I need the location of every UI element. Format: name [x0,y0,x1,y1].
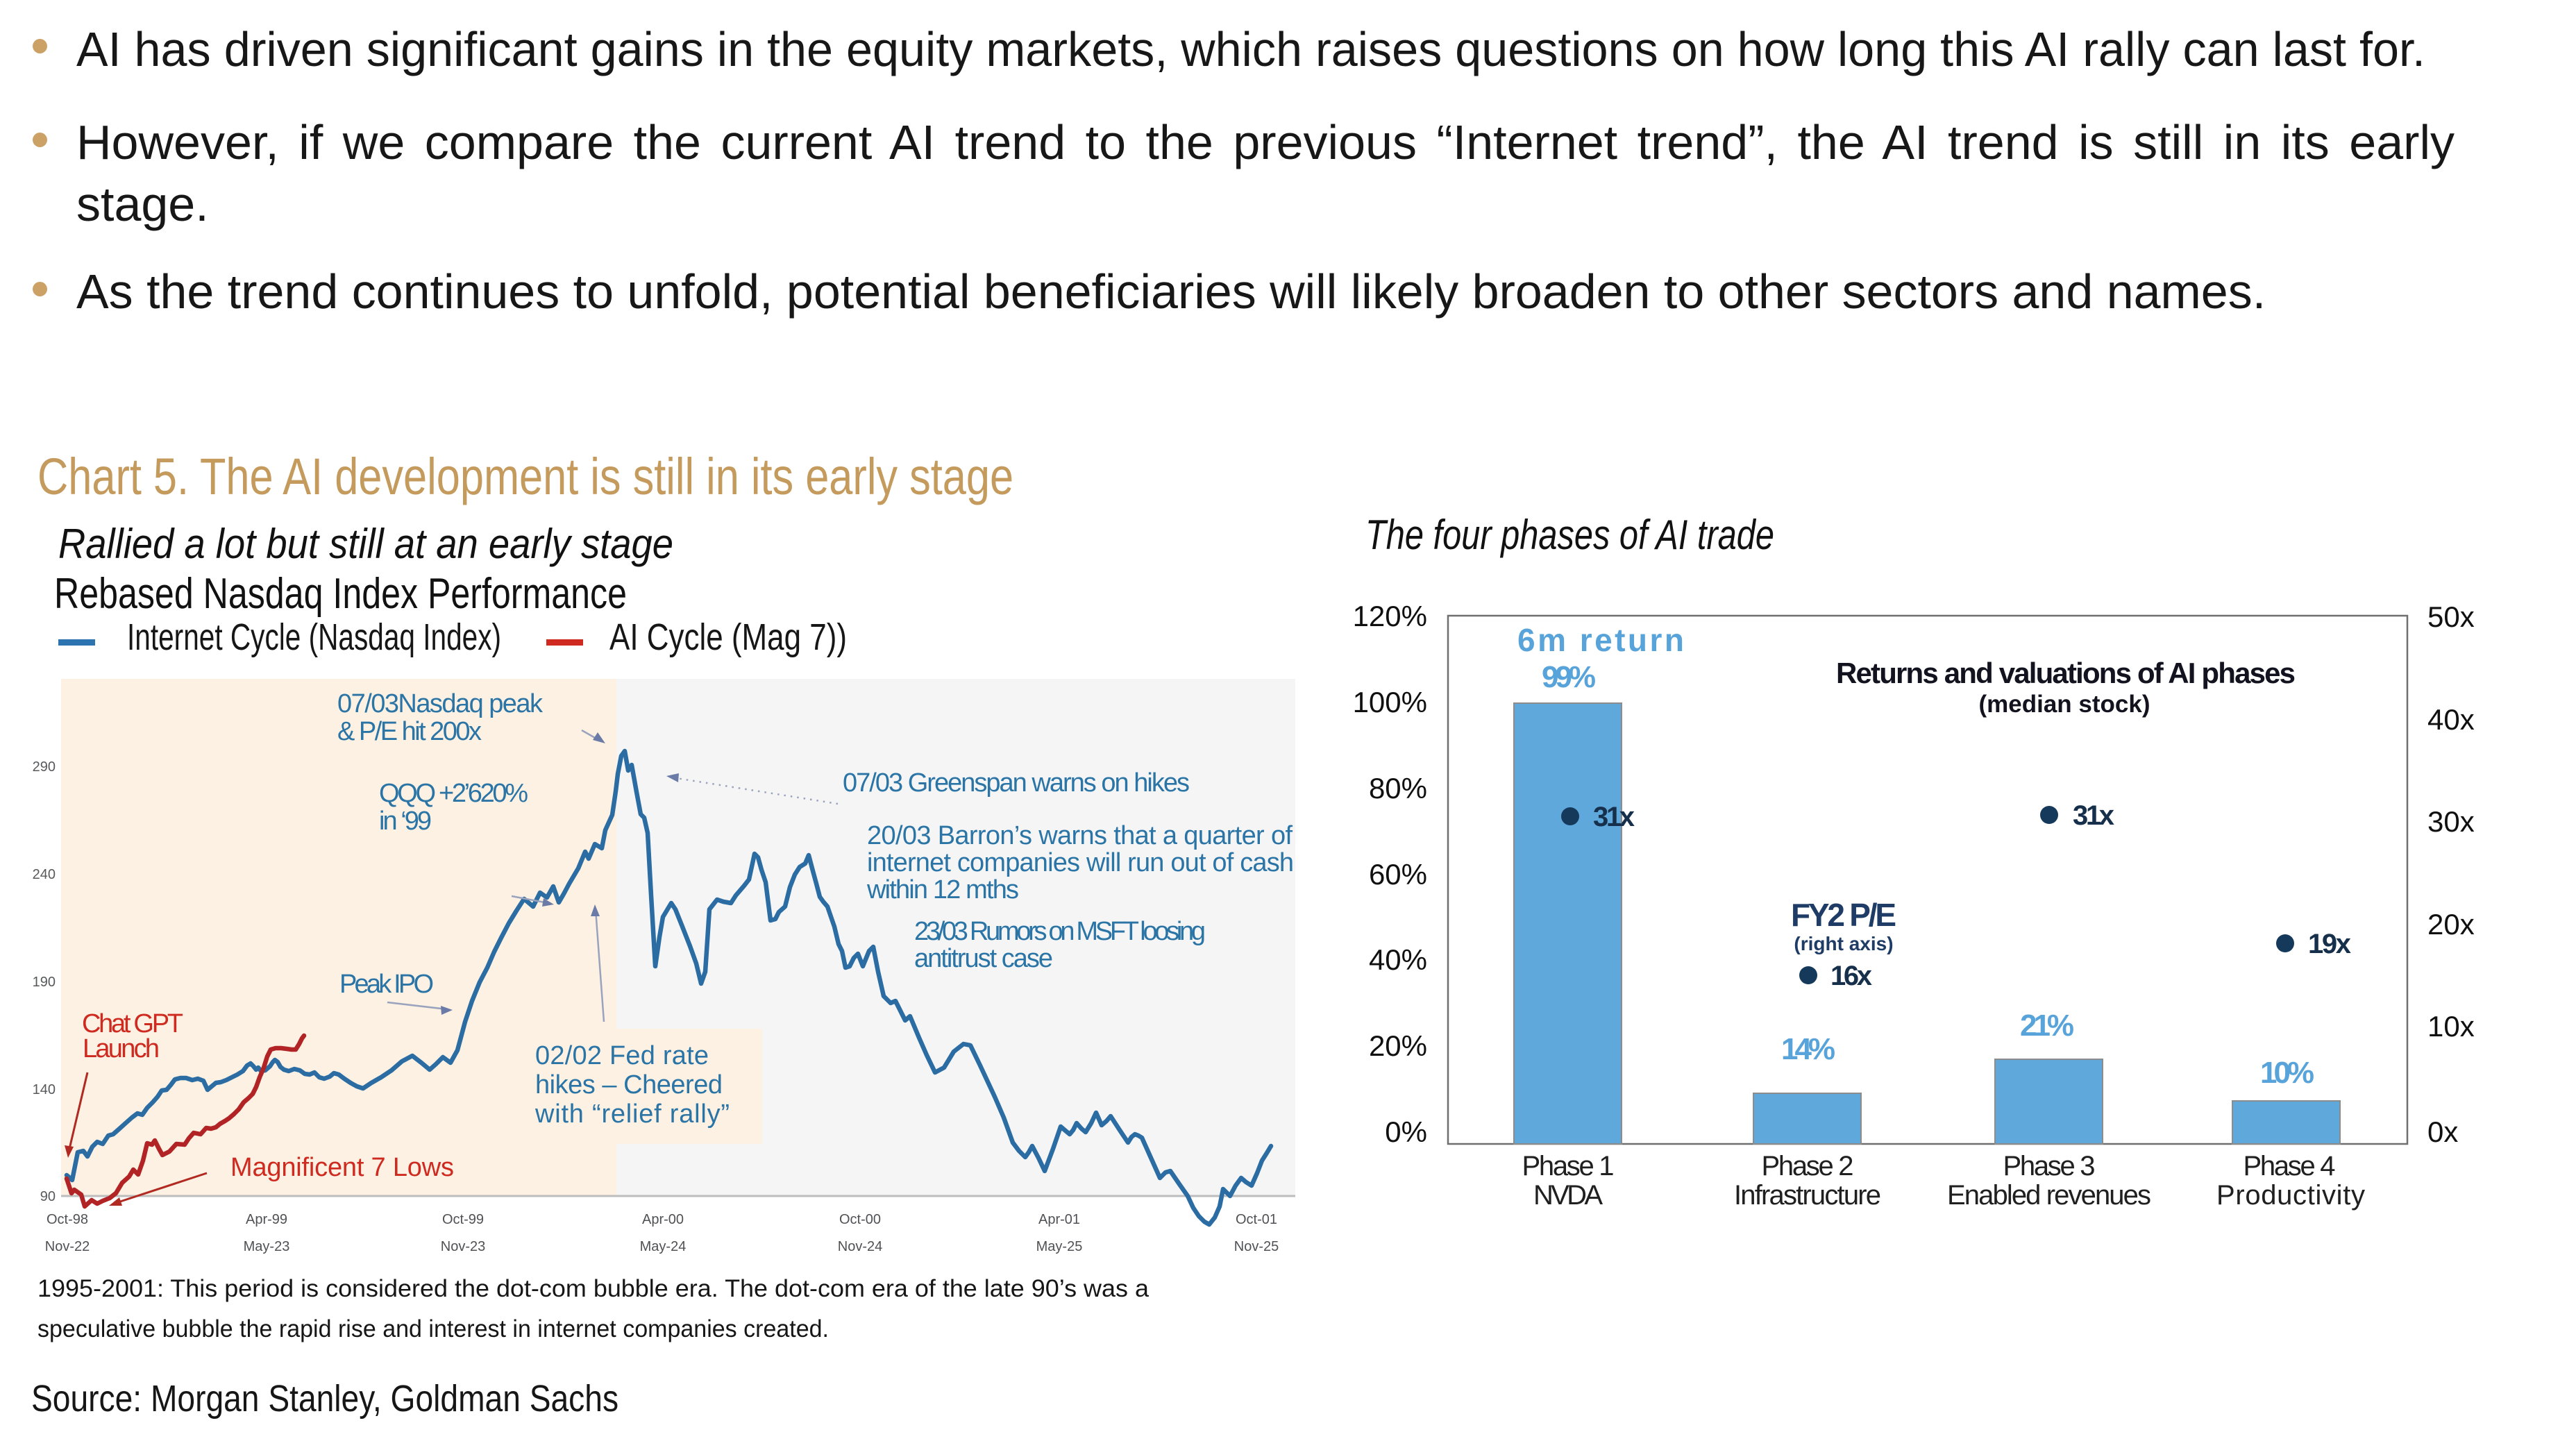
svg-text:Apr-01: Apr-01 [1038,1212,1080,1227]
svg-text:50x: 50x [2427,600,2475,633]
svg-text:80%: 80% [1369,772,1427,805]
svg-text:Apr-00: Apr-00 [642,1212,684,1227]
svg-text:Nov-23: Nov-23 [441,1239,485,1254]
svg-text:120%: 120% [1353,600,1427,632]
svg-text:10%: 10% [2260,1056,2314,1090]
svg-text:240: 240 [33,867,56,882]
svg-text:30x: 30x [2427,805,2475,838]
svg-text:antitrust case: antitrust case [914,944,1053,973]
svg-text:0x: 0x [2427,1115,2458,1148]
svg-text:07/03 Greenspan warns on hikes: 07/03 Greenspan warns on hikes [843,768,1190,798]
svg-text:10x: 10x [2427,1010,2475,1043]
svg-text:Apr-99: Apr-99 [246,1212,287,1227]
svg-text:May-25: May-25 [1036,1239,1083,1254]
svg-text:with “relief rally”: with “relief rally” [534,1100,730,1129]
svg-text:190: 190 [33,975,56,990]
svg-text:16x: 16x [1830,961,1872,991]
svg-text:Nov-22: Nov-22 [45,1239,90,1254]
svg-text:140: 140 [33,1082,56,1097]
svg-text:& P/E hit 200x: & P/E hit 200x [337,717,482,746]
svg-text:99%: 99% [1542,660,1596,694]
svg-text:Enabled revenues: Enabled revenues [1947,1180,2151,1211]
svg-text:in ‘99: in ‘99 [379,807,432,836]
svg-text:Launch: Launch [83,1034,160,1063]
svg-text:290: 290 [33,759,56,775]
svg-text:(right axis): (right axis) [1794,933,1893,954]
svg-text:Infrastructure: Infrastructure [1734,1180,1881,1211]
svg-text:within 12 mths: within 12 mths [866,875,1019,904]
svg-text:Oct-98: Oct-98 [47,1212,88,1227]
svg-text:Magnificent 7 Lows: Magnificent 7 Lows [230,1153,454,1182]
svg-text:NVDA: NVDA [1533,1180,1603,1211]
svg-text:Nov-25: Nov-25 [1234,1239,1279,1254]
svg-text:Phase 2: Phase 2 [1762,1151,1854,1181]
svg-text:Productivity: Productivity [2216,1180,2365,1211]
svg-text:0%: 0% [1385,1115,1427,1148]
svg-text:Peak IPO: Peak IPO [339,970,434,999]
svg-text:Oct-00: Oct-00 [839,1212,881,1227]
svg-text:hikes – Cheered: hikes – Cheered [535,1070,723,1100]
svg-text:02/02 Fed rate: 02/02 Fed rate [535,1041,709,1070]
svg-text:Phase 3: Phase 3 [2003,1151,2096,1181]
svg-text:Returns and valuations of AI p: Returns and valuations of AI phases [1836,657,2296,689]
svg-text:31x: 31x [2073,800,2114,831]
svg-text:07/03Nasdaq peak: 07/03Nasdaq peak [337,689,544,718]
svg-text:60%: 60% [1369,858,1427,891]
svg-text:QQQ +2’620%: QQQ +2’620% [379,779,528,808]
svg-text:100%: 100% [1353,686,1427,718]
svg-text:6m return: 6m return [1517,622,1684,658]
svg-text:14%: 14% [1781,1032,1835,1066]
svg-text:Oct-99: Oct-99 [442,1212,484,1227]
svg-text:23/03 Rumors on MSFT loosing: 23/03 Rumors on MSFT loosing [914,917,1206,946]
svg-text:19x: 19x [2308,929,2351,959]
svg-text:May-24: May-24 [640,1239,687,1254]
svg-text:May-23: May-23 [244,1239,290,1254]
svg-text:Phase 1: Phase 1 [1522,1151,1615,1181]
svg-text:Phase 4: Phase 4 [2244,1151,2336,1181]
svg-text:(median stock): (median stock) [1979,691,2150,718]
svg-text:40x: 40x [2427,703,2475,736]
svg-text:20x: 20x [2427,908,2475,941]
svg-text:20%: 20% [1369,1029,1427,1062]
svg-text:20/03 Barron’s warns that a qu: 20/03 Barron’s warns that a quarter of [867,821,1293,850]
svg-text:FY2 P/E: FY2 P/E [1791,897,1896,933]
svg-text:internet companies will run ou: internet companies will run out of cash [867,848,1294,877]
svg-text:21%: 21% [2020,1009,2074,1043]
svg-text:90: 90 [40,1189,56,1204]
svg-text:Chat GPT: Chat GPT [82,1009,183,1038]
svg-text:Oct-01: Oct-01 [1236,1212,1277,1227]
svg-text:31x: 31x [1593,802,1635,832]
svg-text:40%: 40% [1369,943,1427,976]
svg-text:Nov-24: Nov-24 [838,1239,882,1254]
